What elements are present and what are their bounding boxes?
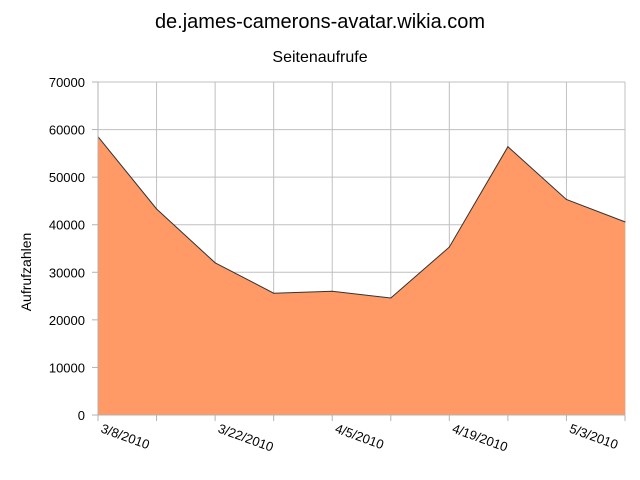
y-tick-label: 20000 — [49, 313, 85, 328]
x-tick-labels: 3/8/2010 3/22/2010 4/5/2010 4/19/2010 5/3/20… — [99, 421, 620, 455]
data-point — [273, 292, 275, 294]
data-point — [156, 208, 158, 210]
y-tick-label: 50000 — [49, 170, 85, 185]
axes — [92, 81, 626, 421]
data-point — [624, 221, 626, 223]
y-axis-label: Aufrufzahlen — [18, 233, 34, 312]
y-tick-label: 40000 — [49, 218, 85, 233]
y-tick-label: 70000 — [49, 75, 85, 90]
y-tick-labels: 0 10000 20000 30000 40000 50000 60000 70000 — [49, 75, 85, 423]
data-point — [390, 297, 392, 299]
x-tick-label: 5/3/2010 — [567, 421, 620, 452]
x-tick-label: 3/8/2010 — [99, 421, 152, 452]
data-point — [507, 146, 509, 148]
data-point — [448, 246, 450, 248]
y-tick-label: 30000 — [49, 265, 85, 280]
x-tick-label: 4/5/2010 — [333, 421, 386, 452]
data-point — [331, 290, 333, 292]
data-point — [214, 262, 216, 264]
plot-area — [97, 136, 626, 415]
y-tick-label: 10000 — [49, 360, 85, 375]
series-line — [97, 136, 626, 299]
chart-title: de.james-camerons-avatar.wikia.com — [155, 11, 485, 33]
y-tick-label: 60000 — [49, 123, 85, 138]
chart-subtitle: Seitenaufrufe — [272, 49, 367, 66]
data-point — [565, 199, 567, 201]
series-area — [98, 136, 625, 415]
x-tick-label: 3/22/2010 — [216, 421, 275, 455]
x-tick-label: 4/19/2010 — [450, 421, 509, 455]
y-tick-label: 0 — [78, 408, 85, 423]
